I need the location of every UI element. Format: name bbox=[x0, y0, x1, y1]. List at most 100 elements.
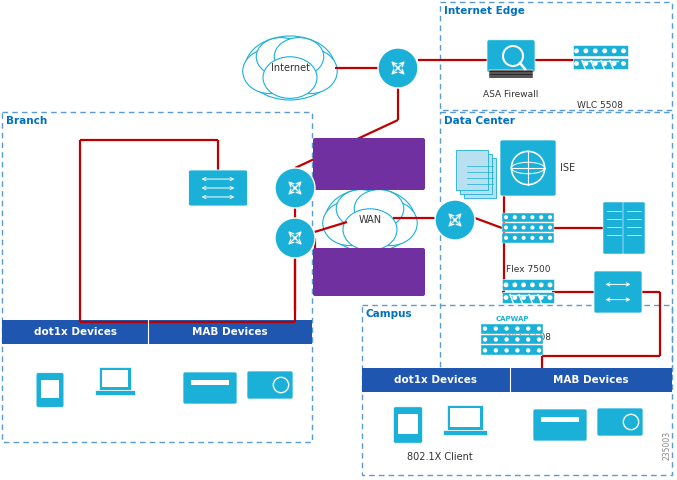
Bar bbox=[440, 2, 672, 110]
Ellipse shape bbox=[274, 37, 324, 76]
Circle shape bbox=[548, 215, 552, 219]
FancyBboxPatch shape bbox=[603, 202, 625, 254]
Circle shape bbox=[521, 215, 525, 219]
Text: WLC 5508: WLC 5508 bbox=[577, 101, 623, 109]
FancyBboxPatch shape bbox=[313, 248, 425, 296]
Bar bbox=[502, 292, 554, 303]
Circle shape bbox=[537, 337, 541, 342]
Circle shape bbox=[526, 348, 530, 353]
Text: Flex 7500: Flex 7500 bbox=[506, 265, 550, 275]
Bar bbox=[481, 335, 543, 345]
Circle shape bbox=[603, 61, 607, 66]
Circle shape bbox=[483, 337, 487, 342]
Bar bbox=[362, 305, 672, 475]
Bar bbox=[2, 112, 312, 442]
Bar bbox=[447, 405, 483, 430]
Text: AD: AD bbox=[628, 246, 640, 255]
Bar bbox=[502, 233, 554, 242]
Circle shape bbox=[539, 226, 543, 229]
Bar bbox=[191, 380, 229, 385]
Circle shape bbox=[584, 48, 588, 53]
Circle shape bbox=[521, 282, 526, 287]
Circle shape bbox=[521, 236, 525, 240]
Circle shape bbox=[504, 215, 508, 219]
Ellipse shape bbox=[323, 201, 376, 246]
Bar bbox=[481, 346, 543, 355]
Bar bbox=[450, 408, 479, 427]
Text: dot1x Devices: dot1x Devices bbox=[33, 327, 116, 337]
Ellipse shape bbox=[245, 36, 335, 100]
Circle shape bbox=[512, 295, 517, 300]
Bar bbox=[502, 223, 554, 232]
Ellipse shape bbox=[257, 37, 306, 76]
Circle shape bbox=[612, 61, 617, 66]
Circle shape bbox=[435, 200, 475, 240]
Circle shape bbox=[584, 61, 588, 66]
Circle shape bbox=[526, 326, 530, 331]
Circle shape bbox=[603, 48, 607, 53]
Circle shape bbox=[537, 326, 541, 331]
Circle shape bbox=[504, 282, 508, 287]
Text: WAN: WAN bbox=[358, 215, 382, 225]
Bar bbox=[102, 370, 129, 387]
Circle shape bbox=[530, 236, 534, 240]
Circle shape bbox=[530, 226, 534, 229]
Bar bbox=[362, 368, 672, 392]
Circle shape bbox=[537, 348, 541, 353]
Text: Data Center: Data Center bbox=[444, 116, 515, 126]
Bar bbox=[481, 324, 543, 334]
Text: Branch: Branch bbox=[6, 116, 47, 126]
Bar bbox=[573, 45, 628, 56]
FancyBboxPatch shape bbox=[36, 372, 64, 408]
FancyBboxPatch shape bbox=[597, 408, 643, 436]
Circle shape bbox=[504, 295, 508, 300]
Text: Campus: Campus bbox=[366, 309, 412, 319]
Circle shape bbox=[494, 326, 498, 331]
Ellipse shape bbox=[283, 49, 337, 94]
Circle shape bbox=[504, 337, 509, 342]
Circle shape bbox=[515, 326, 519, 331]
Text: Access:
Full, Partial, Internet: Access: Full, Partial, Internet bbox=[315, 262, 422, 282]
Circle shape bbox=[593, 61, 598, 66]
FancyBboxPatch shape bbox=[594, 271, 642, 313]
Ellipse shape bbox=[343, 209, 397, 251]
FancyBboxPatch shape bbox=[247, 371, 293, 399]
Circle shape bbox=[504, 236, 508, 240]
Text: Enrollment and
Provisioning: Enrollment and Provisioning bbox=[330, 154, 408, 174]
Circle shape bbox=[512, 226, 517, 229]
Circle shape bbox=[512, 282, 517, 287]
Bar bbox=[541, 417, 579, 422]
Text: dot1x Devices: dot1x Devices bbox=[395, 375, 477, 385]
Bar bbox=[398, 414, 418, 434]
Text: ASA Firewall: ASA Firewall bbox=[483, 90, 539, 99]
Ellipse shape bbox=[263, 57, 317, 98]
FancyBboxPatch shape bbox=[533, 409, 587, 441]
Circle shape bbox=[494, 348, 498, 353]
Circle shape bbox=[275, 218, 315, 258]
Circle shape bbox=[512, 215, 517, 219]
Ellipse shape bbox=[336, 190, 386, 228]
Circle shape bbox=[515, 337, 519, 342]
FancyBboxPatch shape bbox=[623, 202, 645, 254]
FancyBboxPatch shape bbox=[313, 138, 425, 190]
Circle shape bbox=[515, 348, 519, 353]
Circle shape bbox=[494, 337, 498, 342]
FancyBboxPatch shape bbox=[188, 170, 248, 206]
FancyBboxPatch shape bbox=[487, 40, 535, 72]
Circle shape bbox=[530, 295, 535, 300]
Bar bbox=[2, 320, 312, 344]
Circle shape bbox=[574, 61, 579, 66]
Bar bbox=[460, 154, 492, 194]
Bar bbox=[464, 158, 496, 198]
Circle shape bbox=[530, 282, 535, 287]
Circle shape bbox=[275, 168, 315, 208]
Circle shape bbox=[504, 226, 508, 229]
Bar bbox=[440, 112, 672, 372]
Circle shape bbox=[539, 282, 544, 287]
Circle shape bbox=[483, 348, 487, 353]
Ellipse shape bbox=[325, 188, 415, 252]
FancyBboxPatch shape bbox=[183, 372, 237, 404]
Circle shape bbox=[378, 48, 418, 88]
Bar bbox=[99, 367, 131, 390]
Text: 235003: 235003 bbox=[662, 431, 671, 460]
